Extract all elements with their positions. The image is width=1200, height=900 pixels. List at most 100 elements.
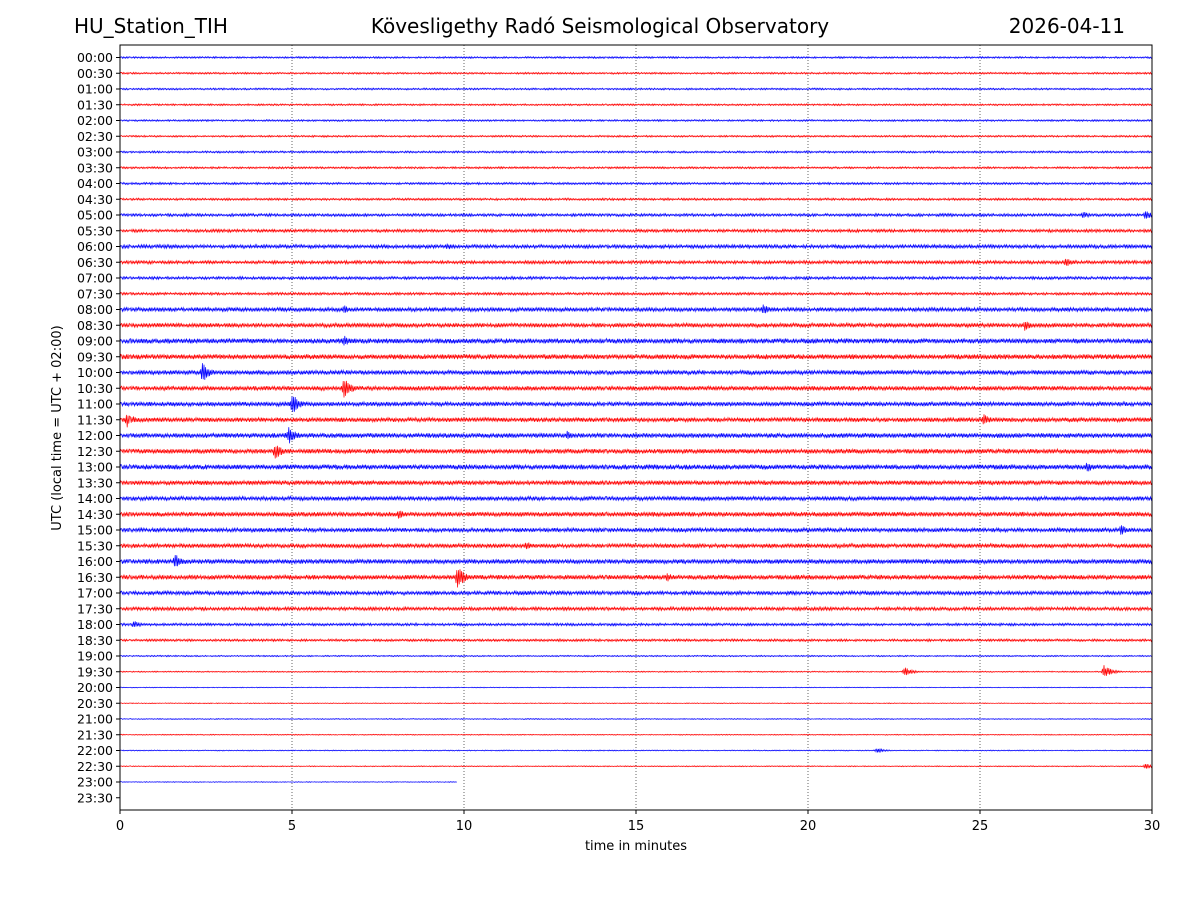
trace-1300: [119, 462, 1153, 472]
trace-1400: [119, 495, 1153, 502]
station-name: HU_Station_TIH: [74, 14, 228, 38]
y-tick-label: 18:00: [77, 617, 113, 632]
y-tick-label: 16:00: [77, 554, 113, 569]
trace-1430: [119, 510, 1153, 519]
y-axis: 00:0000:3001:0001:3002:0002:3003:0003:30…: [77, 50, 120, 805]
trace-0330: [119, 165, 1153, 170]
y-tick-label: 20:30: [77, 696, 113, 711]
x-tick-label: 5: [288, 819, 296, 834]
y-tick-label: 20:00: [77, 680, 113, 695]
y-tick-label: 09:00: [77, 334, 113, 349]
trace-0200: [119, 118, 1153, 123]
trace-2030: [119, 702, 1153, 705]
trace-0130: [119, 103, 1153, 107]
trace-2000: [119, 686, 1153, 689]
y-tick-label: 14:00: [77, 491, 113, 506]
y-tick-label: 11:30: [77, 412, 113, 427]
y-tick-label: 05:30: [77, 223, 113, 238]
chart-date: 2026-04-11: [1008, 14, 1125, 38]
x-tick-label: 15: [628, 819, 645, 834]
trace-2130: [119, 733, 1153, 736]
trace-2100: [119, 717, 1153, 721]
y-tick-label: 02:00: [77, 113, 113, 128]
trace-0530: [119, 227, 1153, 234]
trace-0830: [119, 321, 1153, 331]
y-tick-label: 00:30: [77, 66, 113, 81]
y-tick-label: 10:00: [77, 365, 113, 380]
y-tick-label: 10:30: [77, 381, 113, 396]
y-tick-label: 05:00: [77, 208, 113, 223]
y-tick-label: 06:30: [77, 255, 113, 270]
y-tick-label: 01:00: [77, 82, 113, 97]
trace-2300: [119, 781, 457, 783]
y-tick-label: 12:30: [77, 444, 113, 459]
y-tick-label: 19:30: [77, 664, 113, 679]
trace-1830: [119, 637, 1153, 643]
trace-1330: [119, 479, 1153, 487]
trace-1000: [119, 363, 1153, 380]
y-tick-label: 14:30: [77, 507, 113, 522]
y-tick-label: 15:30: [77, 538, 113, 553]
trace-0030: [119, 71, 1153, 75]
x-axis-label: time in minutes: [585, 839, 687, 854]
y-tick-label: 07:30: [77, 286, 113, 301]
trace-group: [119, 55, 1153, 783]
y-tick-label: 21:30: [77, 727, 113, 742]
y-tick-label: 16:30: [77, 570, 113, 585]
y-tick-label: 21:00: [77, 712, 113, 727]
y-tick-label: 00:00: [77, 50, 113, 65]
trace-1730: [119, 605, 1153, 612]
y-tick-label: 07:00: [77, 271, 113, 286]
trace-0900: [119, 335, 1153, 346]
y-tick-label: 06:00: [77, 239, 113, 254]
trace-1230: [119, 445, 1153, 459]
trace-0630: [119, 258, 1153, 266]
trace-0700: [119, 275, 1153, 281]
y-tick-label: 02:30: [77, 129, 113, 144]
trace-0600: [119, 243, 1153, 250]
y-tick-label: 18:30: [77, 633, 113, 648]
y-tick-label: 03:30: [77, 160, 113, 175]
trace-1630: [119, 569, 1153, 588]
y-tick-label: 19:00: [77, 649, 113, 664]
trace-1200: [119, 427, 1153, 444]
y-tick-label: 13:30: [77, 475, 113, 490]
y-tick-label: 17:30: [77, 601, 113, 616]
trace-0400: [119, 181, 1153, 186]
trace-1600: [119, 554, 1153, 567]
y-tick-label: 01:30: [77, 97, 113, 112]
y-tick-label: 23:30: [77, 790, 113, 805]
y-tick-label: 13:00: [77, 460, 113, 475]
y-tick-label: 12:00: [77, 428, 113, 443]
trace-0000: [119, 55, 1153, 60]
y-tick-label: 04:00: [77, 176, 113, 191]
x-tick-label: 10: [456, 819, 473, 834]
trace-0230: [119, 134, 1153, 138]
trace-0500: [119, 211, 1153, 219]
trace-1800: [119, 621, 1153, 628]
trace-1100: [119, 396, 1153, 412]
y-tick-label: 08:30: [77, 318, 113, 333]
trace-0730: [119, 291, 1153, 297]
trace-2200: [119, 748, 1153, 754]
y-tick-label: 22:30: [77, 759, 113, 774]
trace-1700: [119, 589, 1153, 597]
y-tick-label: 04:30: [77, 192, 113, 207]
x-tick-label: 20: [800, 819, 817, 834]
trace-1500: [119, 525, 1153, 535]
trace-2230: [119, 763, 1153, 769]
y-tick-label: 11:00: [77, 397, 113, 412]
trace-0930: [119, 353, 1153, 361]
chart-title: Kövesligethy Radó Seismological Observat…: [370, 14, 830, 38]
y-tick-label: 09:30: [77, 349, 113, 364]
trace-0300: [119, 150, 1153, 154]
trace-0430: [119, 197, 1153, 202]
y-tick-label: 08:00: [77, 302, 113, 317]
x-tick-label: 0: [116, 819, 124, 834]
x-axis: 0 5 10 15 20 25 30: [116, 810, 1160, 834]
y-tick-label: 17:00: [77, 586, 113, 601]
y-tick-label: 22:00: [77, 743, 113, 758]
trace-0100: [119, 87, 1153, 91]
y-tick-label: 03:00: [77, 145, 113, 160]
